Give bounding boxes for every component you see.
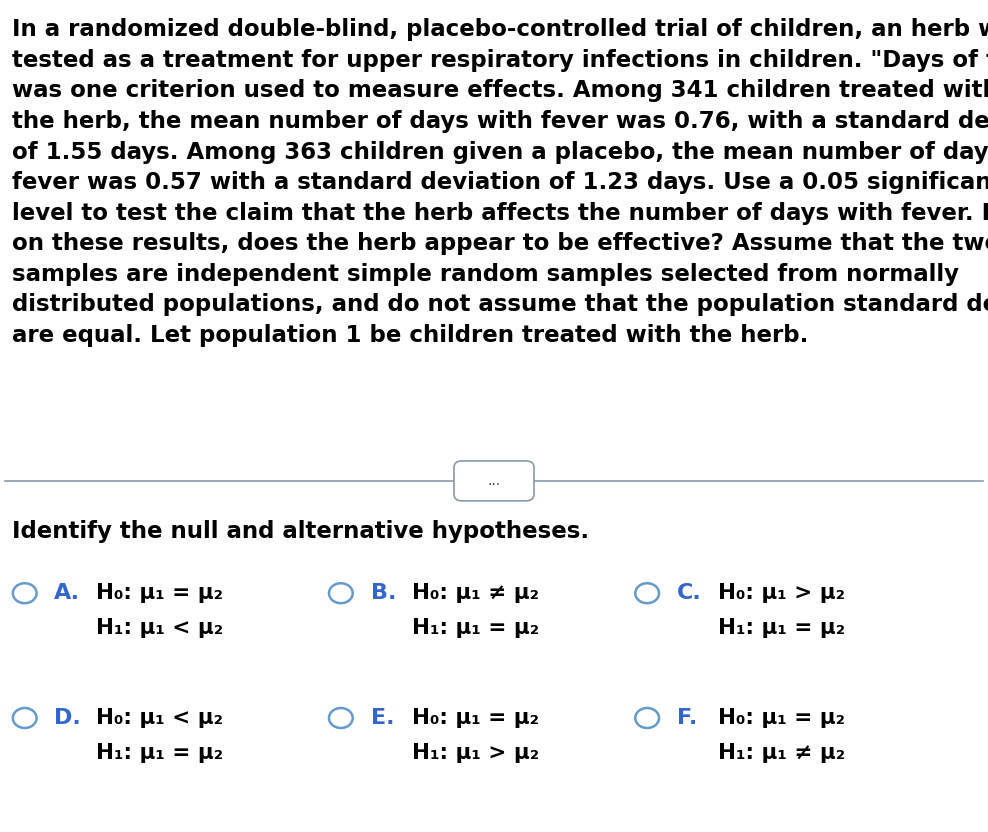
Text: H₁: μ₁ ≠ μ₂: H₁: μ₁ ≠ μ₂ bbox=[718, 743, 846, 763]
Text: A.: A. bbox=[54, 583, 80, 603]
Text: H₁: μ₁ = μ₂: H₁: μ₁ = μ₂ bbox=[96, 743, 223, 763]
Text: H₀: μ₁ > μ₂: H₀: μ₁ > μ₂ bbox=[718, 583, 846, 603]
FancyBboxPatch shape bbox=[453, 461, 534, 501]
Text: D.: D. bbox=[54, 708, 81, 728]
Circle shape bbox=[13, 583, 37, 603]
Circle shape bbox=[635, 708, 659, 728]
Text: H₀: μ₁ = μ₂: H₀: μ₁ = μ₂ bbox=[718, 708, 846, 728]
Text: B.: B. bbox=[370, 583, 396, 603]
Text: H₀: μ₁ = μ₂: H₀: μ₁ = μ₂ bbox=[96, 583, 223, 603]
Circle shape bbox=[13, 708, 37, 728]
Text: H₀: μ₁ < μ₂: H₀: μ₁ < μ₂ bbox=[96, 708, 223, 728]
Text: H₁: μ₁ = μ₂: H₁: μ₁ = μ₂ bbox=[718, 618, 846, 638]
Text: ...: ... bbox=[487, 474, 501, 488]
Text: H₀: μ₁ = μ₂: H₀: μ₁ = μ₂ bbox=[412, 708, 539, 728]
Text: F.: F. bbox=[677, 708, 697, 728]
Text: H₁: μ₁ = μ₂: H₁: μ₁ = μ₂ bbox=[412, 618, 539, 638]
Circle shape bbox=[329, 583, 353, 603]
Circle shape bbox=[329, 708, 353, 728]
Text: E.: E. bbox=[370, 708, 394, 728]
Text: H₁: μ₁ < μ₂: H₁: μ₁ < μ₂ bbox=[96, 618, 223, 638]
Text: H₀: μ₁ ≠ μ₂: H₀: μ₁ ≠ μ₂ bbox=[412, 583, 539, 603]
Text: Identify the null and alternative hypotheses.: Identify the null and alternative hypoth… bbox=[12, 520, 589, 543]
Text: H₁: μ₁ > μ₂: H₁: μ₁ > μ₂ bbox=[412, 743, 539, 763]
Text: In a randomized double-blind, placebo-controlled trial of children, an herb was
: In a randomized double-blind, placebo-co… bbox=[12, 18, 988, 347]
Circle shape bbox=[635, 583, 659, 603]
Text: C.: C. bbox=[677, 583, 701, 603]
